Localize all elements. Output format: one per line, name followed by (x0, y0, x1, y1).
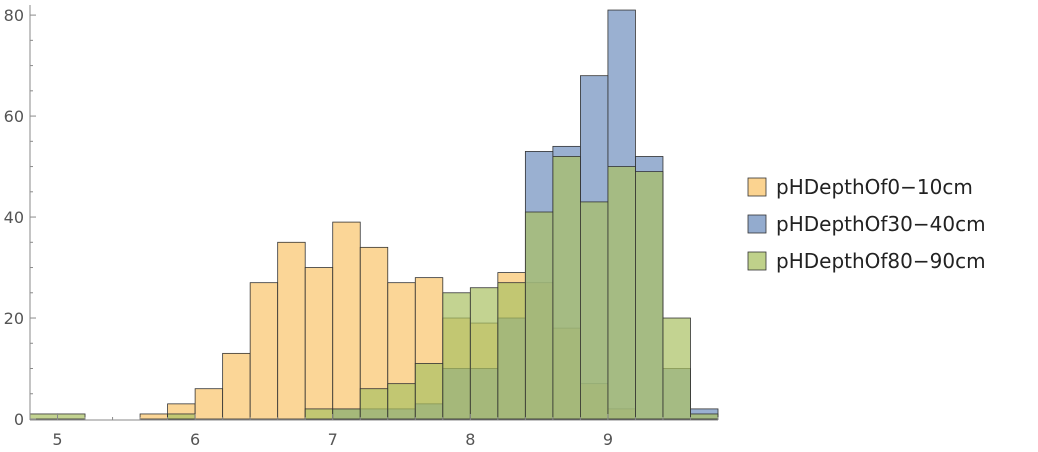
histogram-bar (139, 413, 169, 420)
histogram-bar (304, 267, 334, 420)
histogram-bar (690, 413, 719, 420)
histogram-bar (277, 241, 306, 420)
legend-label: pHDepthOf0−10cm (776, 175, 973, 199)
histogram-bar (469, 287, 499, 420)
x-tick-label: 8 (465, 430, 475, 449)
histogram-bar (332, 221, 361, 420)
histogram-bar (57, 413, 86, 420)
x-tick-label: 6 (190, 430, 200, 449)
histogram-bar (332, 408, 361, 420)
histogram-bar (635, 171, 664, 420)
histogram-bar (607, 166, 636, 420)
y-tick-label: 80 (4, 6, 24, 25)
histogram-bar (304, 408, 334, 420)
histogram-bar (414, 363, 444, 420)
legend-item: pHDepthOf80−90cm (747, 249, 986, 273)
histogram-bar (387, 383, 416, 420)
y-tick-label: 60 (4, 107, 24, 126)
legend-label: pHDepthOf80−90cm (776, 249, 986, 273)
histogram-bar (29, 413, 58, 420)
histogram-bar (222, 352, 251, 420)
legend-swatch (747, 214, 767, 234)
histogram-bar (662, 317, 691, 420)
y-tick-label: 20 (4, 309, 24, 328)
histogram-bar (524, 211, 554, 420)
y-tick-label: 0 (14, 410, 24, 429)
legend-label: pHDepthOf30−40cm (776, 212, 986, 236)
y-tick-label: 40 (4, 208, 24, 227)
histogram-bar (580, 201, 609, 420)
legend-swatch (747, 251, 767, 271)
histogram-bar (552, 156, 581, 420)
x-tick-label: 9 (603, 430, 613, 449)
legend: pHDepthOf0−10cm pHDepthOf30−40cm pHDepthOf… (747, 175, 986, 273)
histogram-bar (167, 413, 196, 420)
legend-item: pHDepthOf0−10cm (747, 175, 973, 199)
bars-layer (29, 9, 719, 420)
axes-layer: 0 20 40 60 80 5 6 7 8 9 (4, 5, 719, 449)
histogram-bar (249, 282, 279, 420)
histogram-bar (194, 388, 224, 420)
legend-item: pHDepthOf30−40cm (747, 212, 986, 236)
legend-swatch (747, 177, 767, 197)
x-tick-label: 5 (52, 430, 62, 449)
histogram-bar (442, 292, 471, 420)
x-tick-label: 7 (328, 430, 338, 449)
series-3 (29, 156, 719, 420)
histogram-bar (359, 388, 389, 420)
histogram-bar (497, 282, 526, 420)
